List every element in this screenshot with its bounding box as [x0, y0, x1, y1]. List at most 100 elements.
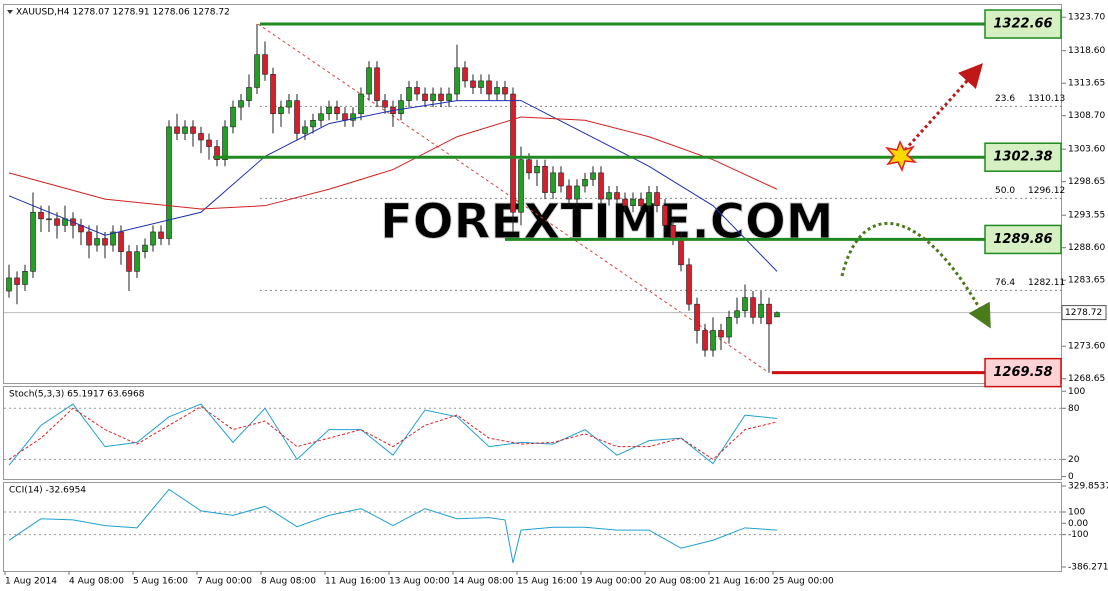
- candle-body: [606, 192, 612, 200]
- x-tick-label: 21 Aug 16:00: [709, 577, 770, 587]
- candle-body: [446, 93, 452, 101]
- candle-body: [38, 211, 44, 220]
- down-arrow: [840, 222, 991, 329]
- candle-body: [518, 159, 524, 213]
- level-label: 1322.66: [993, 17, 1052, 32]
- candle-body: [294, 100, 300, 134]
- candle-body: [774, 312, 780, 318]
- stoch-panel: [3, 386, 1062, 480]
- candle-body: [558, 172, 564, 187]
- candle-body: [366, 67, 372, 95]
- level-label: 1269.58: [993, 365, 1052, 380]
- candle-body: [118, 231, 124, 252]
- current-price-label: 1278.72: [1065, 308, 1102, 318]
- y-tick-label: 0.00: [1068, 519, 1088, 529]
- candle-body: [662, 205, 668, 226]
- fib-level: 50.0: [995, 186, 1015, 196]
- candle-body: [742, 297, 748, 312]
- y-tick-label: 1288.60: [1068, 243, 1105, 253]
- menu-triangle: [7, 10, 13, 14]
- marks-layer: 1323.70 1318.60 1313.65 1308.70 1303.60 1298.…: [4, 9, 1108, 587]
- fib-price: 1296.12: [1028, 186, 1065, 196]
- candle-body: [646, 192, 652, 206]
- cci-panel: [3, 482, 1062, 572]
- candle-body: [550, 172, 556, 193]
- y-tick-label: 1318.60: [1068, 46, 1105, 56]
- fib-level: 76.4: [995, 278, 1015, 288]
- y-tick-label: 1308.70: [1068, 111, 1105, 121]
- x-tick-label: 20 Aug 08:00: [645, 577, 706, 587]
- candle-body: [422, 93, 428, 101]
- candle-body: [438, 93, 444, 101]
- candle-body: [470, 80, 476, 88]
- y-tick-label: 1313.65: [1068, 79, 1105, 89]
- candle-body: [222, 126, 228, 161]
- current-price-box: [1061, 305, 1107, 321]
- candle-body: [630, 198, 636, 206]
- candle-body: [502, 87, 508, 95]
- candle-body: [150, 231, 156, 246]
- candle-body: [230, 106, 236, 128]
- candle-body: [14, 277, 20, 285]
- y-tick-label: 1323.70: [1068, 13, 1105, 23]
- candle-body: [598, 172, 604, 200]
- y-tick-label: 0: [1068, 472, 1074, 482]
- candle-body: [318, 113, 324, 121]
- candle-body: [462, 67, 468, 82]
- candle-body: [406, 87, 412, 101]
- candle-body: [678, 238, 684, 266]
- x-tick-label: 11 Aug 16:00: [325, 577, 386, 587]
- candle-body: [734, 310, 740, 318]
- level-box: [984, 357, 1062, 388]
- candle-body: [254, 54, 260, 88]
- candle-body: [182, 126, 188, 134]
- x-tick-label: 4 Aug 08:00: [69, 577, 124, 587]
- cci-title: CCI(14) -32.6954: [9, 486, 86, 496]
- indicator-line: [8, 405, 778, 461]
- candle-body: [270, 74, 276, 115]
- candle-body: [726, 317, 732, 338]
- x-tick-label: 13 Aug 00:00: [389, 577, 450, 587]
- candle-body: [766, 303, 772, 325]
- level-box: [984, 9, 1062, 39]
- candle-body: [102, 238, 108, 246]
- y-tick-label: 100: [1068, 507, 1085, 517]
- candle-body: [46, 218, 52, 221]
- candle-body: [238, 100, 244, 108]
- background-layer: FOREXTIME.COM: [4, 23, 1062, 536]
- candle-body: [198, 133, 204, 141]
- y-tick-label: 1268.65: [1068, 374, 1105, 384]
- y-tick-label: 329.8537: [1068, 482, 1108, 492]
- candle-body: [566, 185, 572, 200]
- candle-body: [246, 87, 252, 101]
- level-box: [984, 142, 1062, 172]
- candle-body: [542, 165, 548, 193]
- candle-body: [110, 231, 116, 246]
- fib-level: 23.6: [995, 94, 1015, 104]
- y-tick-label: -100: [1068, 530, 1089, 540]
- y-tick-label: 1283.65: [1068, 276, 1105, 286]
- candle-body: [454, 67, 460, 95]
- candle-body: [158, 231, 164, 239]
- fib-price: 1310.13: [1028, 94, 1065, 104]
- candle-body: [430, 93, 436, 101]
- candle-body: [174, 126, 180, 134]
- y-tick-label: 1273.60: [1068, 342, 1105, 352]
- candle-body: [286, 100, 292, 108]
- candle-body: [478, 80, 484, 88]
- candle-body: [126, 251, 132, 272]
- candle-body: [214, 146, 220, 161]
- trend-line: [257, 23, 770, 374]
- y-tick-label: -386.2715: [1068, 563, 1108, 573]
- y-tick-label: 1298.65: [1068, 177, 1105, 187]
- candle-body: [310, 120, 316, 128]
- y-tick-label: 1293.55: [1068, 211, 1105, 221]
- y-tick-label: 20: [1068, 455, 1080, 465]
- candle-body: [302, 126, 308, 134]
- chart-title: XAUUSD,H4 1278.07 1278.91 1278.06 1278.7…: [16, 8, 230, 18]
- candle-body: [710, 330, 716, 351]
- candle-body: [278, 106, 284, 115]
- candle-body: [638, 198, 644, 206]
